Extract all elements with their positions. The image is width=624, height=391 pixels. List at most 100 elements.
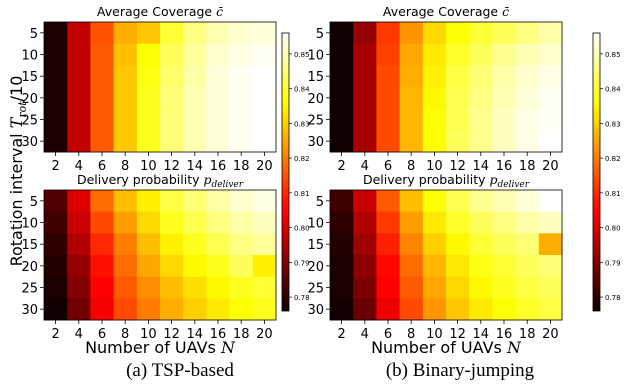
y-tick-label: 10 [307,217,324,232]
heatmap-cell [113,22,138,45]
heatmap-cell [160,190,184,213]
heatmap-cell [183,276,207,299]
heatmap-cell [67,233,91,256]
heatmap-cell [422,190,447,213]
heatmap-cell [376,108,400,131]
heatmap-cell [136,276,161,299]
heatmap-cell [229,298,254,321]
heatmap-cell [446,65,470,88]
common-x-axis-label-b: Number of UAVs N [371,338,522,357]
heatmap-cell [44,87,68,110]
x-tick-label: 20 [256,159,273,174]
heatmap-cell [136,233,161,256]
heatmap-cell [113,43,138,66]
heatmap-cell [206,190,230,213]
heatmap-cell [469,233,493,256]
colorbar-tick-label: 0.84 [605,86,621,94]
heatmap-cell [206,87,230,110]
y-tick-label: 10 [21,49,38,64]
heatmap-cell [160,108,184,131]
x-tick-label: 6 [384,159,392,174]
heatmap-cell [446,87,470,110]
heatmap-cell [446,22,470,45]
heatmap-cell [469,108,493,131]
heatmap-cell [538,43,563,66]
heatmap-cell [44,298,68,321]
heatmap-cell [446,130,470,153]
heatmap-cell [330,211,354,234]
heatmap-cell [492,190,516,213]
heatmap-cell [330,43,354,66]
heatmap-cell [113,87,138,110]
y-tick-label: 25 [21,114,38,129]
colorbar-tick-label: 0.80 [294,225,310,233]
plot-frame [43,21,277,153]
heatmap-cell [422,43,447,66]
heatmap-cell [399,108,424,131]
heatmap-cell [538,130,563,153]
heatmap-cell [399,190,424,213]
colorbar-gradient [281,32,290,312]
heatmap-cell [113,190,138,213]
heatmap-cell [353,233,377,256]
heatmap-cell [330,276,354,299]
colorbar-tick-label: 0.82 [605,155,621,163]
heatmap-cell [90,211,114,234]
heatmap-cell [330,87,354,110]
heatmap-cell [422,276,447,299]
heatmap-cell [44,255,68,278]
heatmap-cell [113,108,138,131]
y-tick-label: 15 [21,238,38,253]
colorbar-tick-label: 0.85 [605,51,621,59]
heatmap-cell [422,22,447,45]
heatmap-cell [44,65,68,88]
heatmap-cell [469,43,493,66]
heatmap-cell [399,130,424,153]
colorbar-tick-label: 0.78 [294,294,310,302]
heatmap-cell [330,190,354,213]
x-tick-label: 18 [519,327,536,342]
heatmap-cell [206,130,230,153]
heatmap-cell [90,65,114,88]
colorbar-tick-label: 0.84 [294,86,310,94]
y-tick-label: 30 [21,135,38,150]
heatmap-cell [353,211,377,234]
colorbar-gradient [592,32,601,312]
heatmap-cell [399,87,424,110]
heatmap-cell [538,22,563,45]
heatmap-cell [492,22,516,45]
heatmap-cell [330,108,354,131]
heatmap-panel-b-coverage: 5 10 15 20 25 30 2 4 6 8 10 12 14 16 18 20 Average Cover… [307,4,563,174]
colorbar-b: 0.85 0.84 0.83 0.82 0.81 0.80 0.79 0.78 [592,32,621,312]
y-tick-label: 5 [30,195,38,210]
heatmap-cell [446,298,470,321]
heatmap-cell [330,130,354,153]
heatmap-cell [160,22,184,45]
heatmap-cell [136,87,161,110]
heatmap-cell [44,43,68,66]
colorbar-a: 0.85 0.84 0.83 0.82 0.81 0.80 0.79 0.78 [281,32,310,312]
heatmap-cell [136,130,161,153]
heatmap-cell [252,255,277,278]
heatmap-cell [538,108,563,131]
heatmap-cell [160,130,184,153]
x-tick-label: 10 [140,327,157,342]
heatmap-cell [67,298,91,321]
heatmap-cell [353,130,377,153]
heatmap-cell [376,65,400,88]
heatmap-cell [229,87,254,110]
heatmap-cell [446,190,470,213]
x-tick-label: 20 [542,327,559,342]
heatmap-cell [422,211,447,234]
heatmap-cell [229,65,254,88]
heatmap-cell [206,211,230,234]
colorbar-tick-label: 0.78 [605,294,621,302]
heatmap-cell [113,255,138,278]
heatmap-cell [399,22,424,45]
heatmap-cell [492,43,516,66]
heatmap-cell [252,43,277,66]
heatmap-panel-a-delivery: 5 10 15 20 25 30 2 4 6 8 10 12 14 16 18 20 Delivery prob… [21,172,277,342]
heatmap-cell [492,233,516,256]
heatmap-cell [515,22,540,45]
heatmap-title: Delivery probability pdeliver [363,172,530,190]
